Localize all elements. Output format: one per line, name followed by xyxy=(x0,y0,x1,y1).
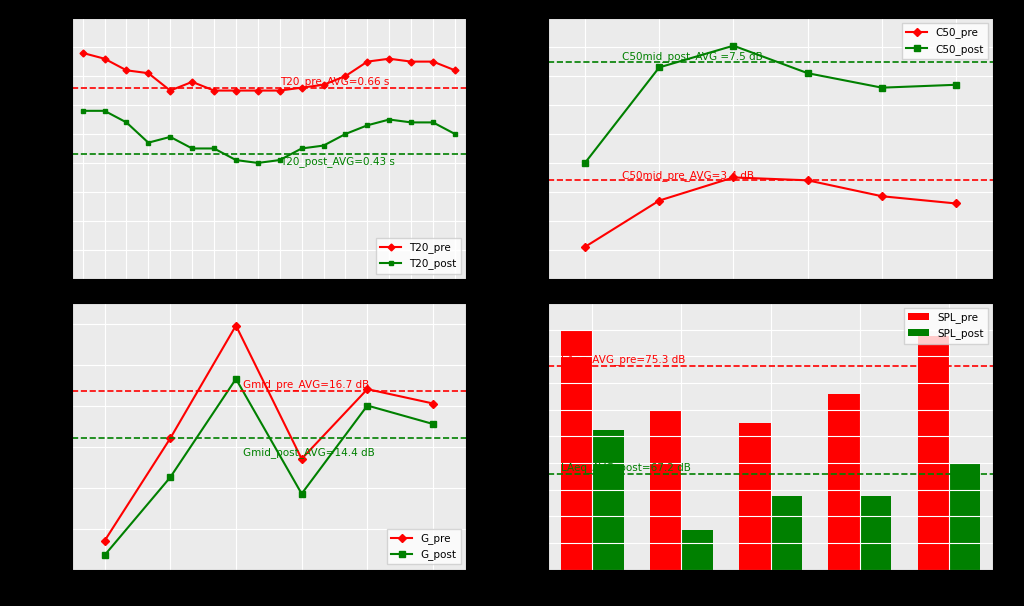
Line: C50_pre: C50_pre xyxy=(583,175,958,250)
T20_pre xyxy=(186,78,199,85)
Text: C50mid_pre_AVG=3.4 dB: C50mid_pre_AVG=3.4 dB xyxy=(623,170,754,181)
X-axis label: Frequency [Hz]: Frequency [Hz] xyxy=(221,319,316,331)
T20_pre xyxy=(208,87,220,94)
Y-axis label: LAeq, 3h [dBA]: LAeq, 3h [dBA] xyxy=(505,389,518,484)
T20_pre xyxy=(296,84,308,92)
Line: G_pre: G_pre xyxy=(101,323,436,544)
C50_post xyxy=(950,81,963,88)
T20_pre xyxy=(449,67,461,74)
T20_pre xyxy=(361,58,374,65)
G_post xyxy=(229,375,242,382)
T20_pre xyxy=(77,49,89,56)
T20_post xyxy=(229,156,242,164)
Bar xyxy=(650,410,682,570)
Y-axis label: G [dB]: G [dB] xyxy=(30,416,42,456)
C50_post xyxy=(876,84,888,92)
T20_pre xyxy=(142,70,155,77)
X-axis label: Day: Day xyxy=(758,595,783,606)
C50_post xyxy=(727,42,739,49)
T20_post xyxy=(186,145,199,152)
C50_pre xyxy=(579,243,591,250)
C50_pre xyxy=(876,193,888,200)
Legend: SPL_pre, SPL_post: SPL_pre, SPL_post xyxy=(904,308,988,344)
G_pre xyxy=(229,322,242,329)
Y-axis label: C50 [dB]: C50 [dB] xyxy=(512,121,525,176)
Bar xyxy=(948,463,980,570)
Bar xyxy=(770,496,802,570)
G_post xyxy=(98,551,111,559)
T20_post xyxy=(98,107,111,115)
G_pre xyxy=(427,400,439,407)
Bar xyxy=(828,394,860,570)
Line: C50_post: C50_post xyxy=(583,43,958,165)
Line: T20_pre: T20_pre xyxy=(80,50,458,93)
Text: Gmid_post_AVG=14.4 dB: Gmid_post_AVG=14.4 dB xyxy=(243,447,374,458)
T20_post xyxy=(142,139,155,146)
T20_pre xyxy=(339,73,351,80)
T20_post xyxy=(449,130,461,138)
G_post xyxy=(361,402,374,409)
Y-axis label: T20 [s]: T20 [s] xyxy=(28,127,41,170)
Bar xyxy=(918,336,948,570)
T20_post xyxy=(383,116,395,123)
C50_pre xyxy=(727,174,739,181)
Text: LAeq_AVG_pre=75.3 dB: LAeq_AVG_pre=75.3 dB xyxy=(561,355,686,365)
T20_post xyxy=(208,145,220,152)
T20_post xyxy=(427,119,439,126)
G_pre xyxy=(164,435,176,442)
X-axis label: Frequency [Hz]: Frequency [Hz] xyxy=(723,304,818,317)
T20_post xyxy=(361,122,374,129)
G_pre xyxy=(296,455,308,462)
X-axis label: Frequency [Hz]: Frequency [Hz] xyxy=(221,595,316,606)
G_post xyxy=(427,421,439,428)
Bar xyxy=(592,430,624,570)
T20_post xyxy=(252,159,264,167)
T20_pre xyxy=(98,55,111,62)
C50_post xyxy=(653,64,666,71)
G_post xyxy=(164,474,176,481)
T20_pre xyxy=(406,58,418,65)
Text: T20_pre_AVG=0.66 s: T20_pre_AVG=0.66 s xyxy=(280,76,389,87)
T20_pre xyxy=(383,55,395,62)
T20_pre xyxy=(273,87,286,94)
T20_pre xyxy=(120,67,132,74)
T20_post xyxy=(164,133,176,141)
T20_post xyxy=(273,156,286,164)
T20_post xyxy=(406,119,418,126)
G_pre xyxy=(98,538,111,545)
Legend: T20_pre, T20_post: T20_pre, T20_post xyxy=(376,238,461,273)
T20_pre xyxy=(164,87,176,94)
Text: T20_post_AVG=0.43 s: T20_post_AVG=0.43 s xyxy=(280,156,394,167)
T20_pre xyxy=(229,87,242,94)
G_post xyxy=(296,490,308,498)
T20_post xyxy=(77,107,89,115)
Line: G_post: G_post xyxy=(101,376,436,558)
T20_post xyxy=(296,145,308,152)
C50_pre xyxy=(802,177,814,184)
C50_post xyxy=(802,70,814,77)
Line: T20_post: T20_post xyxy=(80,108,458,165)
Text: C50mid_post_AVG =7.5 dB: C50mid_post_AVG =7.5 dB xyxy=(623,52,763,62)
Legend: G_pre, G_post: G_pre, G_post xyxy=(387,529,461,564)
Bar xyxy=(561,330,592,570)
C50_pre xyxy=(950,200,963,207)
C50_pre xyxy=(653,197,666,204)
Bar xyxy=(739,423,770,570)
T20_pre xyxy=(317,81,330,88)
Text: Gmid_pre_AVG=16.7 dB: Gmid_pre_AVG=16.7 dB xyxy=(243,379,369,390)
C50_post xyxy=(579,159,591,167)
T20_pre xyxy=(427,58,439,65)
T20_post xyxy=(339,130,351,138)
Legend: C50_pre, C50_post: C50_pre, C50_post xyxy=(902,24,988,59)
Bar xyxy=(682,530,713,570)
T20_post xyxy=(317,142,330,149)
Bar xyxy=(860,496,891,570)
G_pre xyxy=(361,385,374,393)
Text: LAeq_AVG_post=67.2 dB: LAeq_AVG_post=67.2 dB xyxy=(561,462,691,473)
T20_post xyxy=(120,119,132,126)
T20_pre xyxy=(252,87,264,94)
